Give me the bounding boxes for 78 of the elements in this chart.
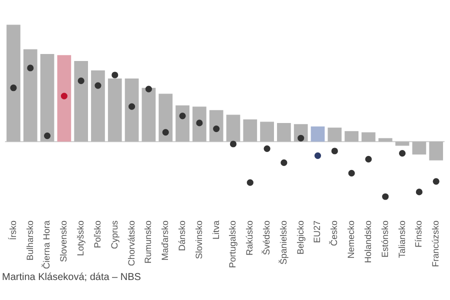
point	[246, 179, 254, 186]
x-tick-label: Nemecko	[346, 220, 356, 258]
point	[348, 170, 355, 177]
point	[128, 103, 136, 110]
bar	[91, 70, 105, 142]
x-tick-label: Dánsko	[177, 220, 187, 251]
point	[416, 188, 422, 196]
bar	[429, 142, 444, 160]
point	[213, 125, 220, 132]
point	[280, 159, 288, 166]
bar	[57, 55, 72, 142]
point	[398, 150, 406, 157]
x-tick-label: Slovensko	[58, 220, 69, 262]
point	[162, 129, 169, 136]
bar	[412, 142, 426, 155]
bar	[395, 142, 410, 146]
x-tick-label: Írsko	[8, 220, 18, 240]
bar	[6, 24, 20, 142]
x-tick-label: Rakúsko	[244, 220, 255, 256]
bar	[362, 132, 376, 142]
bar	[243, 119, 258, 142]
bar	[23, 49, 38, 142]
point	[331, 148, 338, 154]
bar	[192, 106, 206, 142]
x-tick-label: Švédsko	[262, 220, 272, 256]
x-tick-label: Litva	[210, 220, 221, 240]
bar	[260, 122, 274, 142]
x-tick-label: Čierna Hora	[42, 220, 52, 270]
x-tick-label: Chorvátsko	[126, 220, 136, 266]
point	[112, 72, 118, 78]
bar	[158, 94, 173, 142]
point	[298, 134, 304, 142]
x-tick-label: Slovinsko	[194, 220, 204, 260]
x-tick-label: Belgicko	[295, 220, 306, 255]
bar	[277, 122, 291, 142]
text: Martina Kláseková; dáta – NBS	[1, 272, 142, 283]
bar	[142, 88, 156, 142]
point	[44, 132, 51, 140]
x-tick-label: Holandsko	[362, 220, 373, 264]
x-tick-label: Cyprus	[109, 220, 120, 249]
point	[382, 193, 389, 200]
bar	[74, 60, 88, 142]
x-tick-label: Česko	[329, 220, 340, 246]
x-tick-label: Lotyšsko	[76, 220, 86, 256]
bar	[40, 54, 54, 142]
point	[94, 82, 102, 89]
x-tick-label: Taliansko	[396, 220, 407, 258]
point	[179, 112, 186, 120]
bar	[344, 131, 359, 142]
x-tick-label: Španielsko	[278, 220, 288, 265]
x-tick-label: Rumunsko	[143, 220, 154, 264]
bar	[328, 128, 342, 142]
bar	[108, 78, 122, 142]
bar	[226, 114, 240, 142]
point	[264, 145, 270, 152]
x-tick-label: Poľsko	[92, 220, 102, 248]
bar	[176, 105, 190, 142]
bar	[209, 110, 224, 142]
point	[27, 64, 34, 72]
point	[78, 78, 84, 84]
bar	[310, 126, 325, 142]
x-tick-label: Maďarsko	[160, 220, 170, 261]
x-tick-label: Portugalsko	[228, 220, 238, 268]
x-tick-label: Estónsko	[380, 220, 390, 258]
point	[314, 152, 322, 159]
point	[196, 120, 203, 126]
point	[145, 86, 152, 92]
point	[432, 178, 440, 185]
point	[60, 92, 68, 100]
x-tick-label: Francúzsko	[430, 220, 441, 268]
point	[365, 156, 372, 162]
bar	[124, 78, 139, 142]
point	[230, 140, 237, 148]
x-tick-label: EU27	[312, 220, 322, 243]
x-tick-label: Fínsko	[414, 220, 424, 248]
bar	[378, 138, 392, 142]
x-tick-label: Bulharsko	[24, 220, 35, 261]
point	[10, 84, 17, 92]
